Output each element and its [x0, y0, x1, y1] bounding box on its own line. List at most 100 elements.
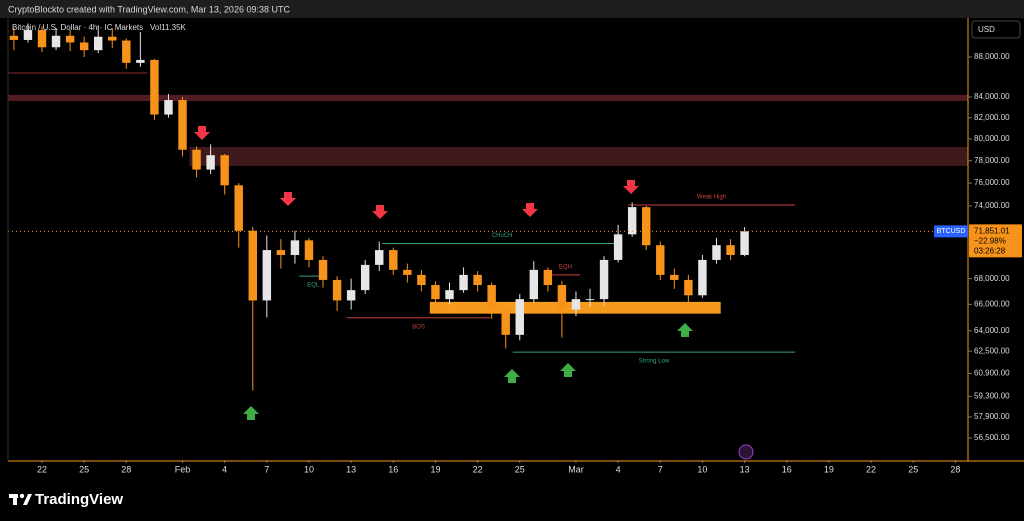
- candle-body: [248, 230, 257, 301]
- level-label: Weak High: [697, 195, 726, 201]
- level-label: Strong Low: [639, 359, 670, 365]
- x-tick-label: 25: [515, 464, 525, 474]
- candle-body: [220, 155, 229, 186]
- y-tick-label: 64,000.00: [974, 326, 1010, 335]
- candle-body: [79, 42, 89, 51]
- level-label: EQH: [559, 264, 572, 270]
- brand: TradingView: [35, 491, 123, 508]
- candle-body: [192, 149, 201, 170]
- last-price: 71,851.01: [974, 226, 1010, 235]
- up-arrow: [504, 369, 520, 383]
- candle-body: [318, 259, 328, 280]
- y-tick-label: 76,000.00: [974, 178, 1010, 187]
- y-tick-label: 56,500.00: [974, 433, 1010, 442]
- candle-body: [262, 250, 272, 301]
- x-tick-label: 25: [908, 464, 918, 474]
- x-tick-label: 4: [222, 464, 227, 474]
- candle-body: [304, 240, 314, 260]
- y-tick-label: 59,300.00: [974, 391, 1010, 400]
- plot: CHoCH Weak High Strong Low BOS EQL EQH: [8, 23, 969, 391]
- candle-body: [93, 36, 103, 51]
- y-tick-label: 88,000.00: [974, 52, 1010, 61]
- x-tick-label: 22: [37, 464, 47, 474]
- down-arrow: [522, 203, 538, 217]
- x-tick-label: 19: [824, 464, 834, 474]
- candle-body: [571, 299, 581, 310]
- y-tick-label: 80,000.00: [974, 134, 1010, 143]
- level-label: EQL: [307, 283, 320, 289]
- candle-body: [108, 36, 117, 41]
- candle-body: [557, 285, 567, 310]
- x-tick-label: 16: [782, 464, 792, 474]
- candle-body: [417, 274, 426, 286]
- y-tick-label: 60,900.00: [974, 369, 1010, 378]
- candle-body: [346, 290, 356, 301]
- x-tick-label: Feb: [175, 464, 191, 474]
- y-tick-label: 68,000.00: [974, 274, 1010, 283]
- y-tick-label: 66,000.00: [974, 299, 1010, 308]
- y-tick-label: 84,000.00: [974, 92, 1010, 101]
- x-tick-label: 28: [121, 464, 131, 474]
- x-tick-label: 28: [950, 464, 960, 474]
- header-bar: [0, 0, 1024, 18]
- logo-icon: [9, 493, 32, 505]
- attribution: CryptoBlockto created with TradingView.c…: [8, 4, 290, 14]
- candle-body: [332, 279, 342, 301]
- candle-body: [501, 309, 510, 335]
- candle-body: [360, 264, 370, 291]
- x-tick-label: 4: [616, 464, 621, 474]
- currency: USD: [978, 25, 995, 34]
- candle-body: [431, 285, 440, 300]
- x-tick-label: 13: [346, 464, 356, 474]
- change: −22.98%: [974, 236, 1006, 245]
- candle-body: [51, 35, 61, 48]
- symbol-box: [934, 225, 968, 238]
- candle-body: [445, 290, 454, 300]
- currency-box[interactable]: [971, 20, 1021, 39]
- candle-body: [698, 259, 707, 296]
- candle-body: [164, 100, 173, 115]
- candle-body: [670, 274, 679, 280]
- zone: [189, 147, 969, 166]
- candle-body: [585, 299, 595, 301]
- candle-body: [122, 40, 131, 63]
- candle-body: [375, 250, 384, 265]
- candle-body: [136, 59, 145, 63]
- price-box: [969, 224, 1022, 258]
- candle-body: [684, 279, 693, 296]
- x-tick-label: 19: [430, 464, 440, 474]
- candle-body: [543, 269, 553, 286]
- x-tick-label: Mar: [568, 464, 584, 474]
- candle-body: [389, 250, 398, 270]
- x-tick-label: 25: [79, 464, 89, 474]
- x-tick-label: 7: [264, 464, 269, 474]
- down-arrow: [280, 192, 296, 206]
- up-arrow: [243, 406, 259, 420]
- candle-body: [23, 30, 33, 40]
- event-icon[interactable]: [738, 444, 754, 460]
- y-tick-label: 62,500.00: [974, 346, 1010, 355]
- candle-body: [515, 299, 524, 335]
- candle-body: [65, 35, 75, 43]
- candle-body: [740, 231, 749, 255]
- candle-body: [726, 245, 735, 255]
- candle-body: [290, 240, 300, 255]
- y-tick-label: 57,900.00: [974, 412, 1010, 421]
- candle-body: [613, 234, 623, 260]
- candle-body: [599, 259, 609, 300]
- candle-body: [178, 100, 187, 150]
- x-tick-label: 22: [473, 464, 483, 474]
- candle-body: [459, 274, 468, 291]
- volume: Vol11.35K: [150, 23, 187, 32]
- level-label: BOS: [412, 324, 425, 330]
- x-tick-label: 13: [740, 464, 750, 474]
- candle-body: [529, 269, 539, 300]
- candle-body: [9, 35, 19, 40]
- level-label: CHoCH: [492, 233, 513, 239]
- candle-body: [234, 185, 243, 231]
- candle-body: [627, 207, 637, 235]
- x-tick-label: 7: [658, 464, 663, 474]
- y-tick-label: 78,000.00: [974, 156, 1010, 165]
